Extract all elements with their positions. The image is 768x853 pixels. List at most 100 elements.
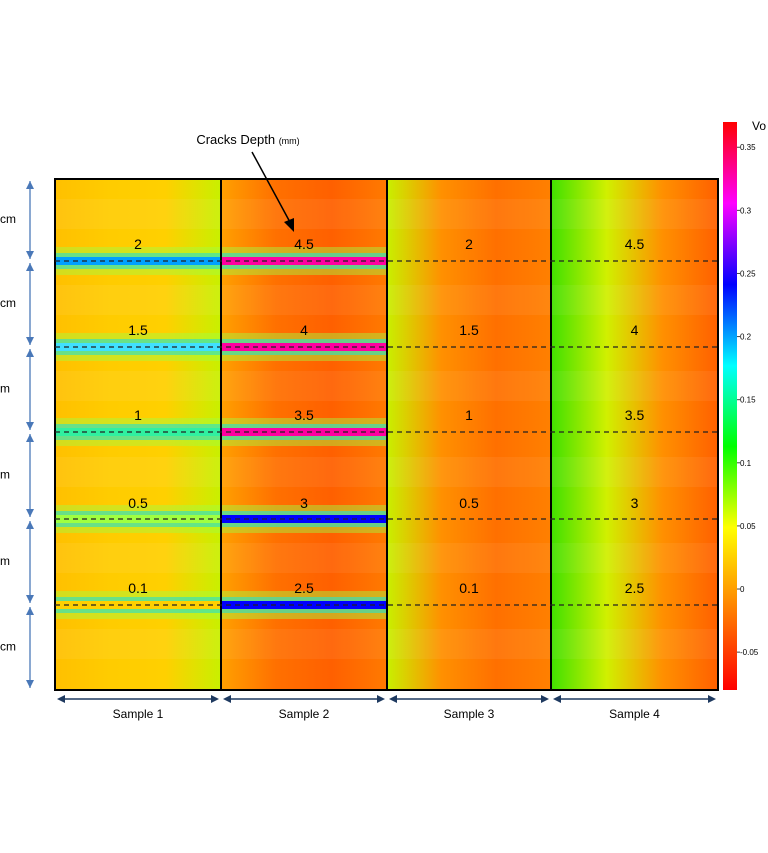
heatmap-band [55,543,221,573]
arrow-up-icon [26,349,34,357]
heatmap-band [55,371,221,401]
crack-depth-label: 1.5 [459,322,479,338]
crack-depth-label: 1.5 [128,322,148,338]
heatmap-band [387,371,551,401]
heatmap-band [221,285,387,315]
arrow-left-icon [223,695,231,703]
crack-depth-label: 1 [465,407,473,423]
arrow-head-icon [284,218,294,232]
colorbar-tick-label: 0.15 [740,396,756,405]
crack-depth-label: 0.5 [128,495,148,511]
arrow-up-icon [26,607,34,615]
heatmap-band [387,285,551,315]
heatmap-band [221,543,387,573]
arrow-right-icon [541,695,549,703]
crack-depth-label: 4 [631,322,639,338]
colorbar [723,122,737,690]
crack-depth-label: 2.5 [625,580,645,596]
crack-band [221,343,387,351]
crack-depth-label: 3.5 [625,407,645,423]
sample-panel: 2 1.5 1 0.5 0.1 Sample 1 [54,178,222,721]
crack-band [221,257,387,265]
segment-unit-label: m [0,382,10,396]
colorbar-tick-label: 0 [740,585,745,594]
segment-unit-label: cm [0,212,16,226]
heatmap-band [551,457,718,487]
crack-depth-label: 0.5 [459,495,479,511]
arrow-right-icon [708,695,716,703]
crack-depth-label: 1 [134,407,142,423]
heatmap-band [221,199,387,229]
crack-depth-label: 4.5 [294,236,314,252]
heatmap-band [221,629,387,659]
crack-depth-label: 4 [300,322,308,338]
arrow-left-icon [57,695,65,703]
arrow-up-icon [26,434,34,442]
colorbar-tick-label: 0.1 [740,459,752,468]
colorbar-tick-label: 0.25 [740,269,756,278]
crack-band [221,515,387,523]
segment-unit-label: cm [0,640,16,654]
colorbar-tick-label: 0.2 [740,333,752,342]
sample-panel: 4.5 4 3.5 3 2.5 Sample 2 [220,178,388,721]
heatmap-band [55,285,221,315]
crack-band [221,601,387,609]
crack-depth-label: 3.5 [294,407,314,423]
segment-unit-label: m [0,468,10,482]
colorbar-tick-label: -0.05 [740,648,759,657]
heatmap-band [221,457,387,487]
colorbar-tick-label: 0.05 [740,522,756,531]
heatmap-band [551,285,718,315]
arrow-down-icon [26,251,34,259]
arrow-down-icon [26,509,34,517]
arrow-down-icon [26,595,34,603]
heatmap-band [55,199,221,229]
arrow-right-icon [211,695,219,703]
crack-depth-label: 2.5 [294,580,314,596]
crack-depth-label: 2 [465,236,473,252]
arrow-down-icon [26,680,34,688]
heatmap-band [55,457,221,487]
segment-unit-label: m [0,554,10,568]
heatmap-cell-block [387,179,551,690]
heatmap-band [551,543,718,573]
crack-depth-label: 2 [134,236,142,252]
colorbar-tick-label: 0.35 [740,143,756,152]
colorbar-tick-label: 0.3 [740,206,752,215]
heatmap-band [387,543,551,573]
heatmap-band [55,629,221,659]
arrow-right-icon [377,695,385,703]
heatmap-band [551,629,718,659]
sample-label: Sample 1 [113,707,164,721]
crack-depth-label: 3 [300,495,308,511]
sample-label: Sample 3 [444,707,495,721]
sample-panel: 4.5 4 3.5 3 2.5 Sample 4 [550,178,719,721]
heatmap-cell-block [551,179,718,690]
cracks-depth-annotation: Cracks Depth (mm) [196,132,299,147]
crack-depth-label: 4.5 [625,236,645,252]
crack-depth-label: 0.1 [459,580,479,596]
arrow-up-icon [26,181,34,189]
segment-unit-label: cm [0,296,16,310]
sample-label: Sample 2 [279,707,330,721]
crack-depth-label: 0.1 [128,580,148,596]
arrow-down-icon [26,337,34,345]
heatmap-band [551,371,718,401]
heatmap-band [221,371,387,401]
arrow-up-icon [26,521,34,529]
crack-band [221,428,387,436]
heatmap-band [551,199,718,229]
colorbar-title: Vo [752,119,766,133]
sample-panel: 2 1.5 1 0.5 0.1 Sample 3 [386,178,552,721]
arrow-left-icon [553,695,561,703]
heatmap-band [387,457,551,487]
arrow-up-icon [26,263,34,271]
sample-label: Sample 4 [609,707,660,721]
heatmap-band [387,629,551,659]
arrow-down-icon [26,422,34,430]
sample-border [550,178,719,691]
crack-depth-label: 3 [631,495,639,511]
arrow-left-icon [389,695,397,703]
heatmap-band [387,199,551,229]
